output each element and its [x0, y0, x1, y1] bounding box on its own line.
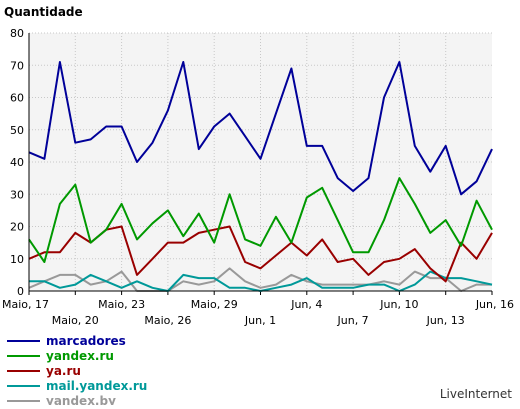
series-line-yandex-ru [28, 177, 493, 263]
legend-label: marcadores [46, 334, 126, 348]
watermark-label: LiveInternet [440, 387, 512, 401]
x-tick-label: Jun, 4 [290, 298, 322, 311]
y-tick-label: 40 [10, 156, 24, 169]
legend-label: yandex.ru [46, 349, 114, 363]
series-line-marcadores [28, 61, 493, 196]
x-tick-label: Maio, 17 [2, 298, 49, 311]
y-axis-label: Quantidade [4, 5, 83, 19]
y-tick-label: 60 [10, 92, 24, 105]
y-tick-label: 50 [10, 124, 24, 137]
x-tick-label: Maio, 26 [144, 314, 191, 327]
y-axis-ticks: 0 10 20 30 40 50 60 70 80 [10, 27, 24, 298]
y-tick-label: 0 [17, 285, 24, 298]
y-tick-label: 80 [10, 27, 24, 40]
legend: marcadoresyandex.ruya.rumail.yandex.ruya… [7, 334, 147, 408]
x-tick-label: Maio, 23 [98, 298, 145, 311]
x-tick-label: Jun, 7 [337, 314, 369, 327]
x-tick-label: Maio, 20 [52, 314, 99, 327]
x-tick-label: Maio, 29 [191, 298, 238, 311]
y-tick-label: 10 [10, 253, 24, 266]
legend-label: ya.ru [46, 364, 81, 378]
y-tick-label: 30 [10, 188, 24, 201]
x-tick-label: Jun, 13 [426, 314, 465, 327]
grid-lines [29, 32, 492, 291]
y-tick-label: 70 [10, 59, 24, 72]
x-tick-label: Jun, 16 [475, 298, 514, 311]
y-tick-label: 20 [10, 221, 24, 234]
x-tick-label: Jun, 10 [379, 298, 418, 311]
x-tick-label: Jun, 1 [244, 314, 276, 327]
legend-label: mail.yandex.ru [46, 379, 147, 393]
legend-label: yandex.by [46, 394, 116, 405]
